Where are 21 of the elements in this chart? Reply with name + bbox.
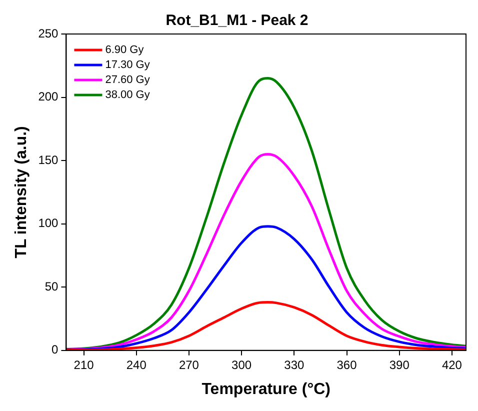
legend-label: 27.60 Gy [105,74,150,86]
legend-label: 6.90 Gy [105,44,144,56]
y-tick-label: 0 [52,342,59,357]
y-axis-title: TL intensity (a.u.) [13,126,30,258]
chart-title: Rot_B1_M1 - Peak 2 [166,12,308,30]
y-tick-label: 250 [38,26,59,40]
y-tick-label: 200 [38,90,59,104]
x-tick-label: 330 [284,358,304,372]
x-tick-label: 300 [232,358,252,372]
y-tick-label: 50 [44,279,59,294]
x-axis-title: Temperature (°C) [202,380,331,398]
x-tick-label: 270 [178,358,200,372]
x-tick-label: 420 [442,358,462,372]
x-tick-label: 210 [74,358,94,372]
x-tick-label: 360 [336,358,358,372]
y-tick-label: 150 [38,152,59,167]
x-tick-label: 390 [389,358,410,372]
legend-label: 38.00 Gy [105,89,150,102]
y-tick-label: 100 [38,216,59,230]
x-tick-label: 240 [126,358,147,372]
legend-label: 17.30 Gy [105,59,150,72]
